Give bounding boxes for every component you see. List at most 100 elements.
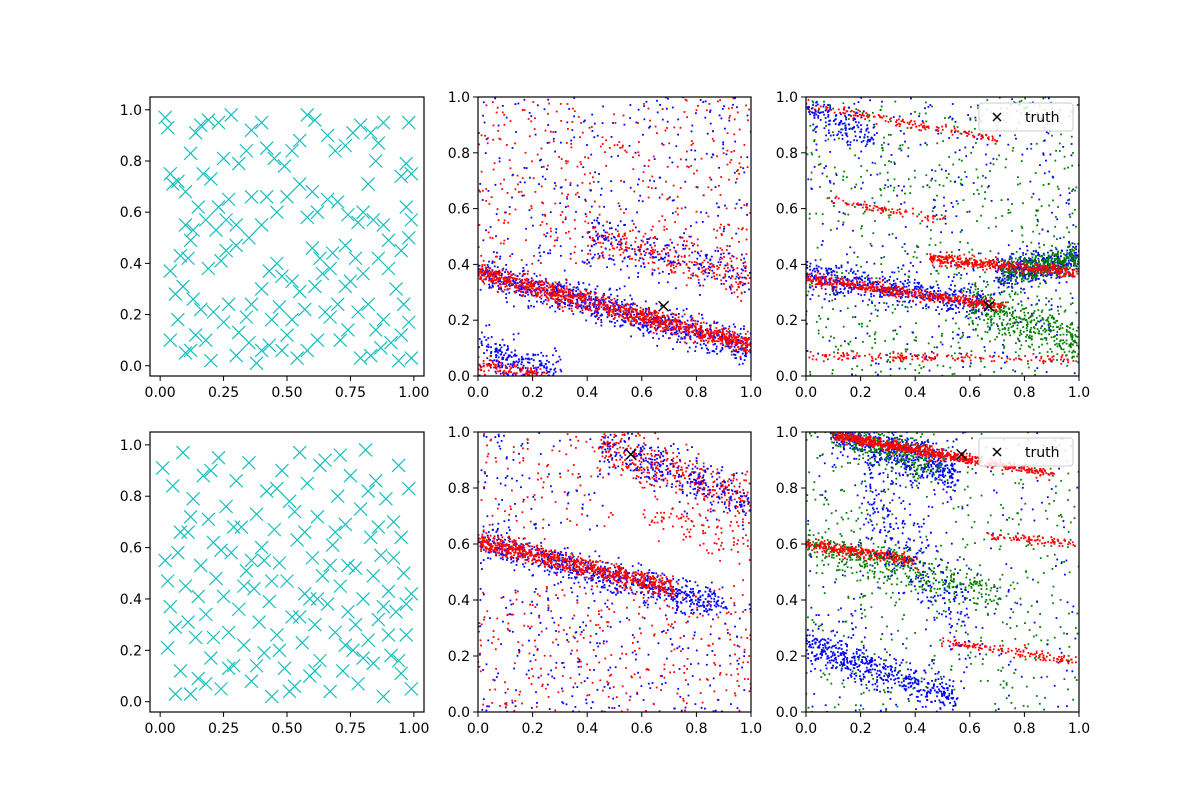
data-point bbox=[736, 170, 738, 172]
data-point bbox=[631, 219, 634, 222]
data-point bbox=[723, 105, 725, 108]
data-point bbox=[706, 347, 708, 350]
data-point bbox=[522, 286, 524, 289]
data-point bbox=[571, 289, 573, 292]
data-point bbox=[625, 237, 628, 240]
data-point bbox=[969, 365, 971, 368]
data-point bbox=[478, 224, 481, 226]
data-point bbox=[534, 117, 536, 120]
data-point bbox=[484, 134, 486, 137]
data-point bbox=[919, 143, 922, 146]
data-point bbox=[624, 317, 626, 319]
data-point bbox=[637, 327, 640, 329]
data-point bbox=[511, 147, 514, 149]
data-point bbox=[1052, 176, 1055, 179]
data-point bbox=[623, 237, 626, 240]
data-point bbox=[552, 377, 554, 379]
data-point bbox=[629, 117, 631, 119]
data-point bbox=[898, 115, 901, 118]
data-point bbox=[507, 363, 510, 366]
data-point bbox=[662, 327, 664, 329]
data-point bbox=[1030, 196, 1033, 199]
data-point bbox=[540, 166, 543, 168]
data-point bbox=[658, 176, 661, 179]
data-point bbox=[625, 307, 628, 310]
data-point bbox=[486, 264, 489, 266]
data-point bbox=[511, 273, 514, 276]
data-point bbox=[594, 307, 597, 310]
data-point bbox=[976, 104, 979, 107]
data-point bbox=[561, 301, 563, 303]
data-point bbox=[594, 171, 596, 174]
data-point bbox=[502, 372, 504, 374]
data-point bbox=[569, 289, 572, 291]
data-point bbox=[535, 370, 538, 373]
data-point bbox=[675, 251, 678, 254]
data-point bbox=[512, 377, 514, 379]
data-point bbox=[686, 326, 689, 329]
data-point bbox=[603, 308, 606, 311]
data-point bbox=[621, 324, 624, 327]
y-tick-label: 0.8 bbox=[120, 154, 142, 170]
data-point bbox=[653, 241, 656, 244]
data-point bbox=[604, 236, 607, 239]
data-point bbox=[702, 194, 705, 197]
data-point bbox=[568, 230, 570, 233]
data-point bbox=[598, 256, 601, 259]
data-point bbox=[521, 361, 523, 364]
data-point bbox=[720, 253, 722, 256]
data-point bbox=[712, 333, 715, 336]
data-point bbox=[629, 257, 631, 260]
data-point bbox=[516, 282, 519, 284]
data-point bbox=[515, 360, 518, 363]
data-point bbox=[909, 363, 912, 365]
data-point bbox=[581, 292, 584, 295]
data-point bbox=[1052, 199, 1054, 202]
data-point bbox=[993, 351, 996, 354]
data-point bbox=[714, 186, 717, 188]
data-point bbox=[592, 181, 595, 183]
data-point bbox=[723, 276, 726, 279]
data-point bbox=[668, 244, 670, 247]
data-point bbox=[614, 322, 616, 324]
data-point bbox=[567, 288, 570, 291]
data-point bbox=[897, 266, 900, 269]
data-point bbox=[743, 325, 745, 328]
data-point bbox=[668, 196, 671, 199]
data-point bbox=[700, 271, 703, 274]
data-point bbox=[937, 132, 940, 135]
data-point bbox=[641, 319, 644, 322]
data-point bbox=[586, 259, 589, 261]
data-point bbox=[630, 313, 632, 316]
data-point bbox=[851, 272, 854, 274]
data-point bbox=[492, 138, 495, 141]
data-point bbox=[1071, 297, 1074, 299]
data-point bbox=[1017, 354, 1020, 357]
data-point bbox=[849, 147, 851, 150]
data-point bbox=[685, 264, 688, 266]
data-point bbox=[607, 239, 610, 242]
data-point bbox=[708, 334, 710, 336]
data-point bbox=[487, 271, 490, 273]
data-point bbox=[649, 256, 652, 259]
data-point bbox=[682, 309, 685, 312]
data-point bbox=[744, 349, 747, 352]
data-point bbox=[501, 366, 503, 368]
data-point bbox=[935, 309, 937, 311]
x-marker bbox=[401, 115, 416, 130]
data-point bbox=[727, 331, 730, 334]
data-point bbox=[953, 352, 956, 355]
data-point bbox=[621, 318, 623, 321]
data-point bbox=[489, 355, 492, 357]
subplot-top-middle: 0.0 0.2 0.4 0.6 0.8 1.00.00.20.40.60.81.0 bbox=[448, 90, 762, 401]
data-point bbox=[518, 284, 520, 287]
data-point bbox=[729, 341, 732, 344]
data-point bbox=[628, 255, 631, 258]
data-point bbox=[650, 187, 653, 189]
data-point bbox=[882, 290, 885, 292]
data-point bbox=[673, 271, 676, 274]
data-point bbox=[651, 321, 654, 324]
data-point bbox=[565, 162, 568, 165]
data-point bbox=[586, 307, 588, 310]
data-point bbox=[668, 322, 671, 325]
